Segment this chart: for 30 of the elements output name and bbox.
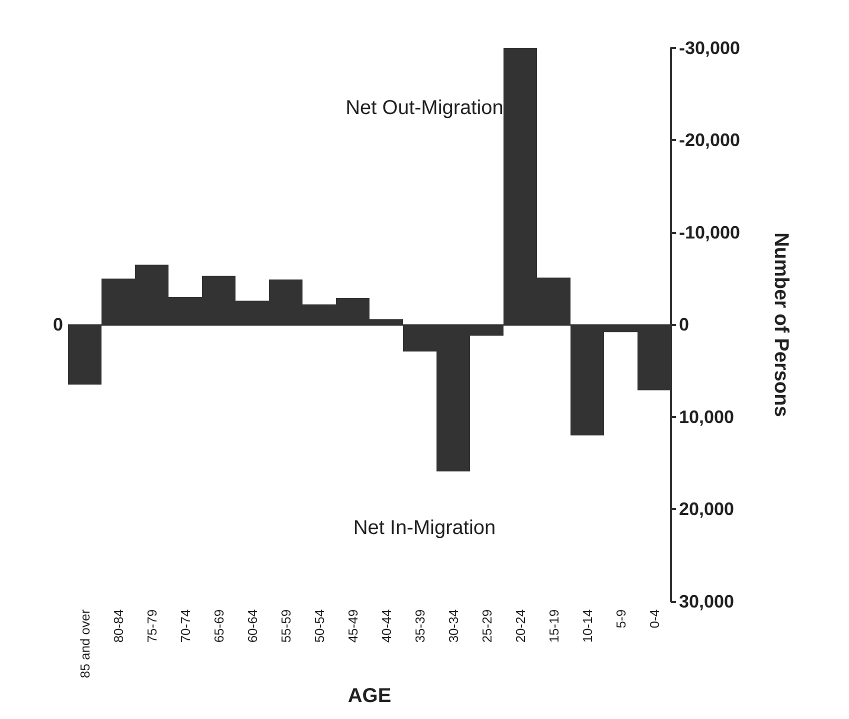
- x-tick-label: 85 and over: [77, 608, 92, 678]
- x-tick-label: 80-84: [110, 609, 126, 643]
- y-tick-label: 20,000: [679, 499, 734, 520]
- x-tick-label: 45-49: [345, 609, 360, 643]
- x-tick-label: 40-44: [378, 609, 394, 643]
- y-tick-label: 10,000: [679, 406, 734, 427]
- ref-line-label: 0: [52, 314, 63, 335]
- y-tick-label: -10,000: [679, 222, 740, 242]
- x-tick-label: 10-14: [580, 609, 595, 643]
- x-tick-label: 30-34: [446, 609, 461, 643]
- x-tick-label: 50-54: [312, 609, 327, 643]
- y-tick-label: -20,000: [679, 130, 740, 150]
- x-tick-label: 5-9: [613, 609, 628, 628]
- x-tick-label: 75-79: [144, 609, 160, 643]
- x-axis-title: AGE: [348, 685, 392, 707]
- x-tick-label: 35-39: [412, 609, 428, 643]
- x-tick-label: 25-29: [479, 609, 494, 643]
- y-tick-label: 30,000: [679, 591, 734, 612]
- x-tick-label: 70-74: [178, 609, 193, 643]
- y-tick-label: -30,000: [679, 38, 740, 58]
- x-tick-label: 15-19: [546, 609, 562, 643]
- y-axis-title: Number of Persons: [770, 232, 792, 417]
- y-tick-label: 0: [679, 314, 690, 335]
- annotation: Net Out-Migration: [346, 97, 504, 119]
- x-tick-label: 60-64: [244, 609, 260, 643]
- x-tick-label: 65-69: [211, 609, 226, 643]
- x-tick-label: 20-24: [512, 609, 528, 643]
- x-tick-label: 0-4: [646, 609, 662, 628]
- x-tick-label: 55-59: [278, 609, 294, 643]
- annotation: Net In-Migration: [353, 517, 496, 539]
